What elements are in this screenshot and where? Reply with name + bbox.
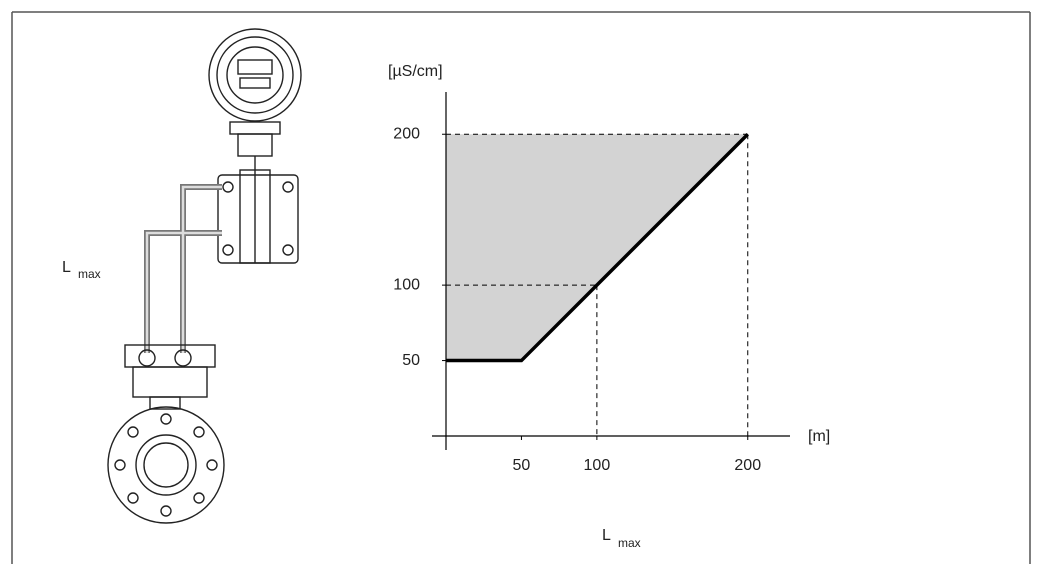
y-tick-label: 100 [393,276,420,293]
y-tick-label: 50 [402,352,420,369]
x-tick-label: 200 [734,457,761,474]
chart: 50 100 200 50 100 200 [µS/cm] [m] L max [388,63,830,550]
device-label: L [62,259,71,276]
data-line [446,133,749,363]
device-drawing: L max [62,28,302,524]
shaded-area [446,134,748,361]
x-unit-label: [m] [808,428,830,445]
y-tick-label: 200 [393,125,420,142]
frame [11,11,1031,564]
x-tick-label: 50 [513,457,531,474]
y-axis-label: [µS/cm] [388,63,443,80]
device-label-sub: max [78,267,101,281]
x-axis-label: L [602,527,611,544]
x-axis-label-sub: max [618,536,641,550]
x-tick-label: 100 [584,457,611,474]
